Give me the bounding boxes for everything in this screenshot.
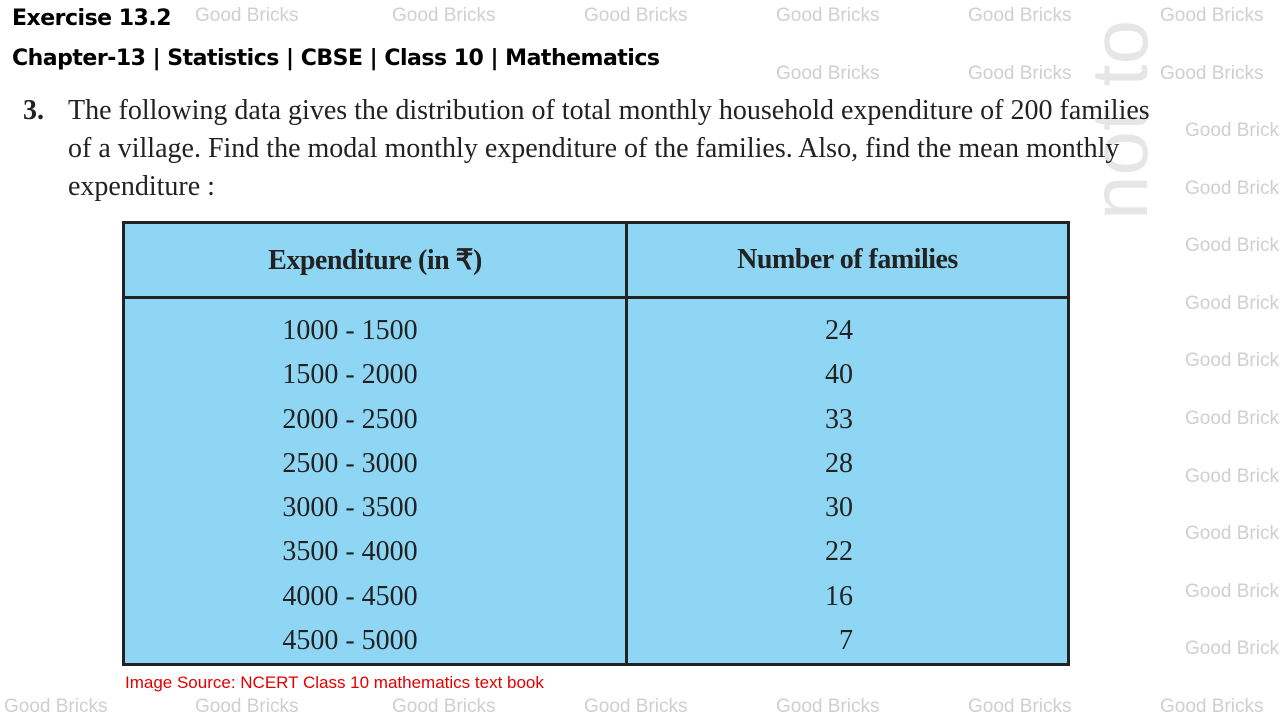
watermark-text: Good Bricks	[1185, 466, 1280, 487]
table-row: 4000 - 4500 16	[123, 574, 1069, 619]
question-text: The following data gives the distributio…	[68, 95, 1150, 202]
watermark-text: Good Bricks	[584, 696, 688, 717]
expenditure-cell: 1000 - 1500	[123, 297, 628, 354]
column-header-expenditure: Expenditure (in ₹)	[123, 222, 628, 299]
expenditure-cell: 2500 - 3000	[123, 441, 628, 486]
table-row: 3500 - 4000 22	[123, 530, 1069, 575]
families-cell: 28	[825, 447, 853, 479]
watermark-text: Good Bricks	[195, 5, 299, 26]
watermark-text: Good Bricks	[776, 63, 880, 84]
expenditure-cell: 4500 - 5000	[123, 618, 628, 665]
families-cell: 22	[825, 536, 853, 568]
watermark-text: Good Bricks	[776, 5, 880, 26]
expenditure-cell: 3500 - 4000	[123, 530, 628, 575]
expenditure-cell: 2000 - 2500	[123, 397, 628, 442]
table-row: 2000 - 2500 33	[123, 397, 1069, 442]
expenditure-cell: 3000 - 3500	[123, 486, 628, 531]
table-row: 4500 - 5000 7	[123, 618, 1069, 665]
watermark-text: Good Bricks	[392, 696, 496, 717]
expenditure-cell: 1500 - 2000	[123, 353, 628, 398]
table-row: 1500 - 2000 40	[123, 353, 1069, 398]
watermark-text: Good Bricks	[1185, 408, 1280, 429]
table-row: 3000 - 3500 30	[123, 486, 1069, 531]
families-cell: 33	[825, 403, 853, 435]
watermark-text: Good Bricks	[1185, 293, 1280, 314]
watermark-text: Good Bricks	[195, 696, 299, 717]
watermark-text: Good Bricks	[1185, 120, 1280, 141]
watermark-text: Good Bricks	[1185, 235, 1280, 256]
families-cell: 16	[825, 580, 853, 612]
watermark-text: Good Bricks	[1160, 63, 1264, 84]
watermark-text: Good Bricks	[1185, 638, 1280, 659]
families-cell: 40	[825, 359, 853, 391]
image-source-note: Image Source: NCERT Class 10 mathematics…	[125, 673, 544, 692]
table-row: 1000 - 1500 24	[123, 297, 1069, 354]
exercise-title: Exercise 13.2	[12, 6, 172, 31]
question-number: 3.	[23, 95, 44, 126]
families-cell: 24	[825, 315, 853, 347]
families-cell: 30	[825, 492, 853, 524]
watermark-text: Good Bricks	[584, 5, 688, 26]
watermark-text: Good Bricks	[968, 696, 1072, 717]
table-row: 2500 - 3000 28	[123, 441, 1069, 486]
watermark-text: Good Bricks	[1185, 350, 1280, 371]
watermark-text: Good Bricks	[968, 5, 1072, 26]
chapter-subtitle: Chapter-13 | Statistics | CBSE | Class 1…	[12, 46, 660, 71]
watermark-text: Good Bricks	[1160, 5, 1264, 26]
column-header-families: Number of families	[626, 222, 1069, 299]
watermark-text: Good Bricks	[1185, 178, 1280, 199]
watermark-text: Good Bricks	[392, 5, 496, 26]
expenditure-cell: 4000 - 4500	[123, 574, 628, 619]
watermark-text: Good Bricks	[968, 63, 1072, 84]
watermark-text: Good Bricks	[776, 696, 880, 717]
watermark-text: Good Bricks	[1185, 581, 1280, 602]
watermark-text: Good Bricks	[1160, 696, 1264, 717]
watermark-text: Good Bricks	[1185, 523, 1280, 544]
watermark-text: Good Bricks	[4, 696, 108, 717]
expenditure-table: Expenditure (in ₹) Number of families 10…	[122, 221, 1070, 666]
families-cell: 7	[839, 624, 853, 656]
table-header-row: Expenditure (in ₹) Number of families	[123, 222, 1069, 299]
